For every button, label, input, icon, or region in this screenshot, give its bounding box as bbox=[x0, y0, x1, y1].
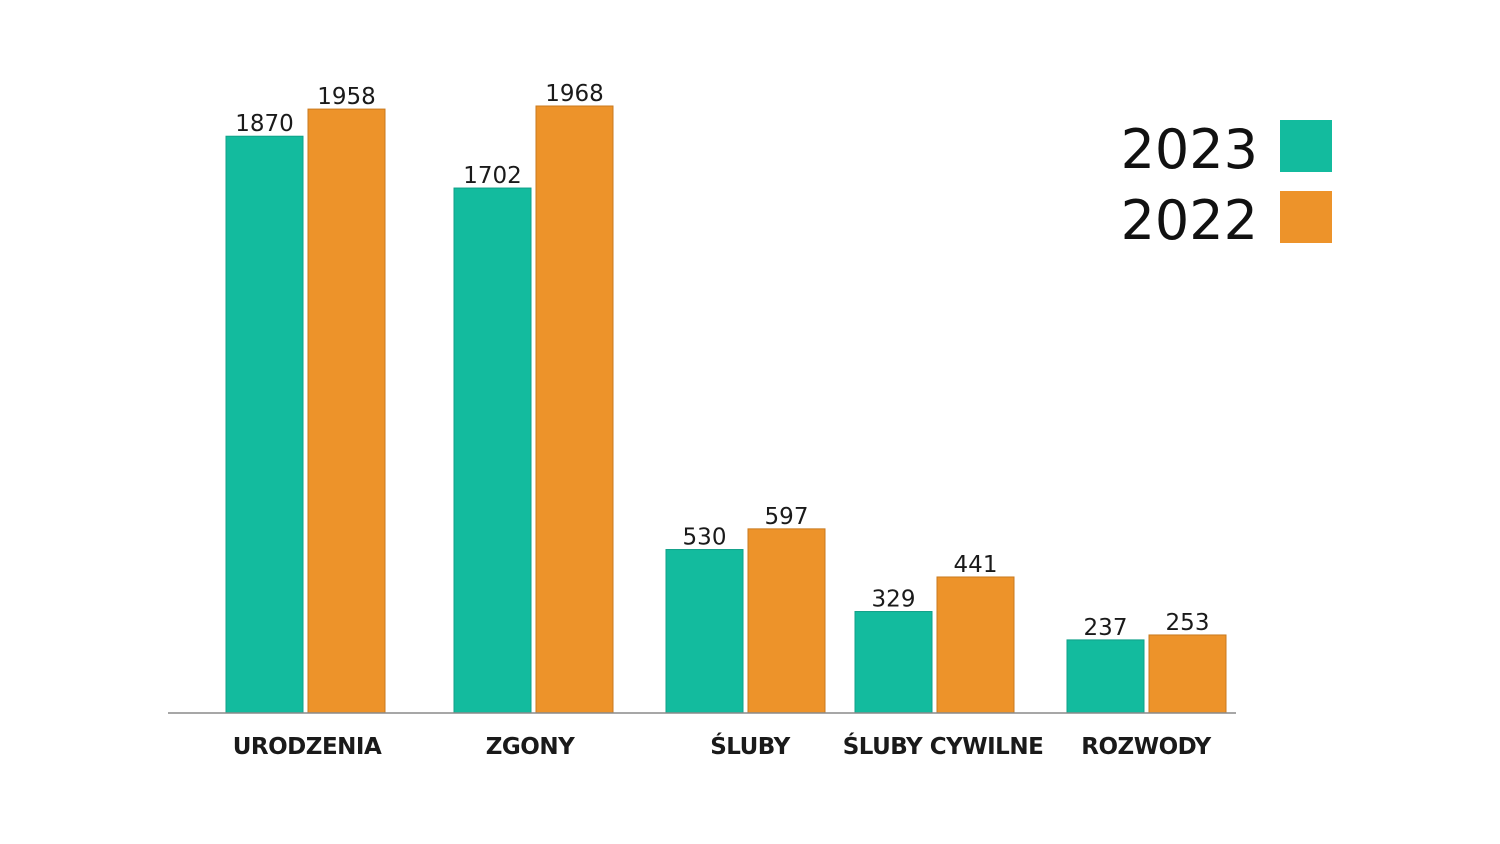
value-label-rozwody-2022: 253 bbox=[1166, 610, 1210, 636]
value-label-zgony-2022: 1968 bbox=[545, 81, 604, 107]
value-labels-group: 1870 1958 1702 1968 530 597 329 441 237 253 bbox=[235, 81, 1209, 641]
legend: 2023 2022 bbox=[1121, 118, 1332, 252]
category-labels-group: URODZENIA ZGONY ŚLUBY ŚLUBY CYWILNE ROZWODY bbox=[233, 732, 1212, 760]
bar-sluby-cywilne-2023 bbox=[854, 611, 933, 714]
bar-zgony-2023 bbox=[453, 187, 532, 714]
value-label-sluby-cywilne-2022: 441 bbox=[954, 552, 998, 578]
value-label-urodzenia-2022: 1958 bbox=[317, 84, 376, 110]
bars-group bbox=[225, 105, 1227, 714]
category-label-rozwody: ROZWODY bbox=[1081, 734, 1211, 760]
bar-zgony-2022 bbox=[535, 105, 614, 714]
value-label-urodzenia-2023: 1870 bbox=[235, 111, 294, 137]
bar-sluby-2023 bbox=[665, 549, 744, 714]
value-label-sluby-cywilne-2023: 329 bbox=[872, 587, 916, 613]
category-label-urodzenia: URODZENIA bbox=[233, 734, 382, 760]
value-label-zgony-2023: 1702 bbox=[463, 163, 522, 189]
bar-urodzenia-2022 bbox=[307, 108, 386, 714]
legend-swatch-2023 bbox=[1280, 120, 1332, 172]
value-label-rozwody-2023: 237 bbox=[1084, 615, 1128, 641]
category-label-sluby-cywilne: ŚLUBY CYWILNE bbox=[843, 732, 1044, 760]
legend-swatch-2022 bbox=[1280, 191, 1332, 243]
category-label-sluby: ŚLUBY bbox=[710, 732, 790, 760]
value-label-sluby-2022: 597 bbox=[765, 504, 809, 530]
legend-label-2023: 2023 bbox=[1121, 118, 1258, 181]
bar-sluby-2022 bbox=[747, 528, 826, 714]
bar-rozwody-2022 bbox=[1148, 634, 1227, 714]
category-label-zgony: ZGONY bbox=[486, 734, 575, 760]
bar-rozwody-2023 bbox=[1066, 639, 1145, 714]
legend-label-2022: 2022 bbox=[1121, 189, 1258, 252]
bar-sluby-cywilne-2022 bbox=[936, 576, 1015, 714]
bar-urodzenia-2023 bbox=[225, 135, 304, 714]
value-label-sluby-2023: 530 bbox=[683, 525, 727, 551]
